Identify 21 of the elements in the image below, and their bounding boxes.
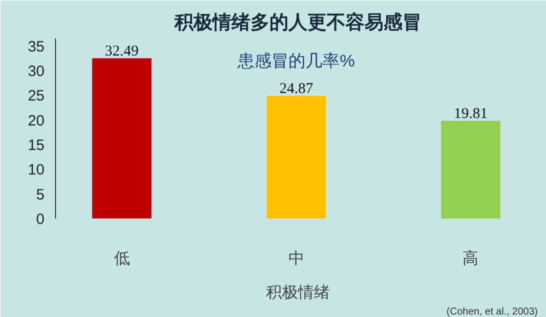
y-tick-label: 30 bbox=[28, 63, 45, 80]
y-tick-label: 0 bbox=[36, 211, 44, 228]
y-tick-label: 5 bbox=[36, 186, 44, 204]
bar bbox=[92, 58, 152, 218]
x-tick-label: 高 bbox=[462, 250, 479, 268]
y-tick-label: 20 bbox=[28, 112, 45, 130]
text: 患感冒的几率% bbox=[236, 52, 355, 70]
bar bbox=[266, 96, 326, 218]
y-tick-label: 15 bbox=[28, 137, 45, 154]
bar bbox=[441, 120, 500, 218]
y-tick-label: 25 bbox=[28, 88, 45, 105]
data-label: 19.81 bbox=[454, 106, 488, 122]
x-tick-label: 中 bbox=[288, 250, 304, 268]
chart-title: 积极情绪多的人更不容易感冒 bbox=[174, 12, 422, 34]
y-tick-label: 35 bbox=[28, 38, 45, 56]
x-tick-label: 低 bbox=[114, 250, 130, 268]
y-tick-label: 10 bbox=[28, 162, 45, 179]
x-axis-title: 积极情绪 bbox=[266, 284, 330, 302]
data-label: 32.49 bbox=[104, 43, 139, 60]
text: (Cohen, et al., 2003) bbox=[446, 306, 538, 317]
data-label: 24.87 bbox=[279, 80, 314, 97]
